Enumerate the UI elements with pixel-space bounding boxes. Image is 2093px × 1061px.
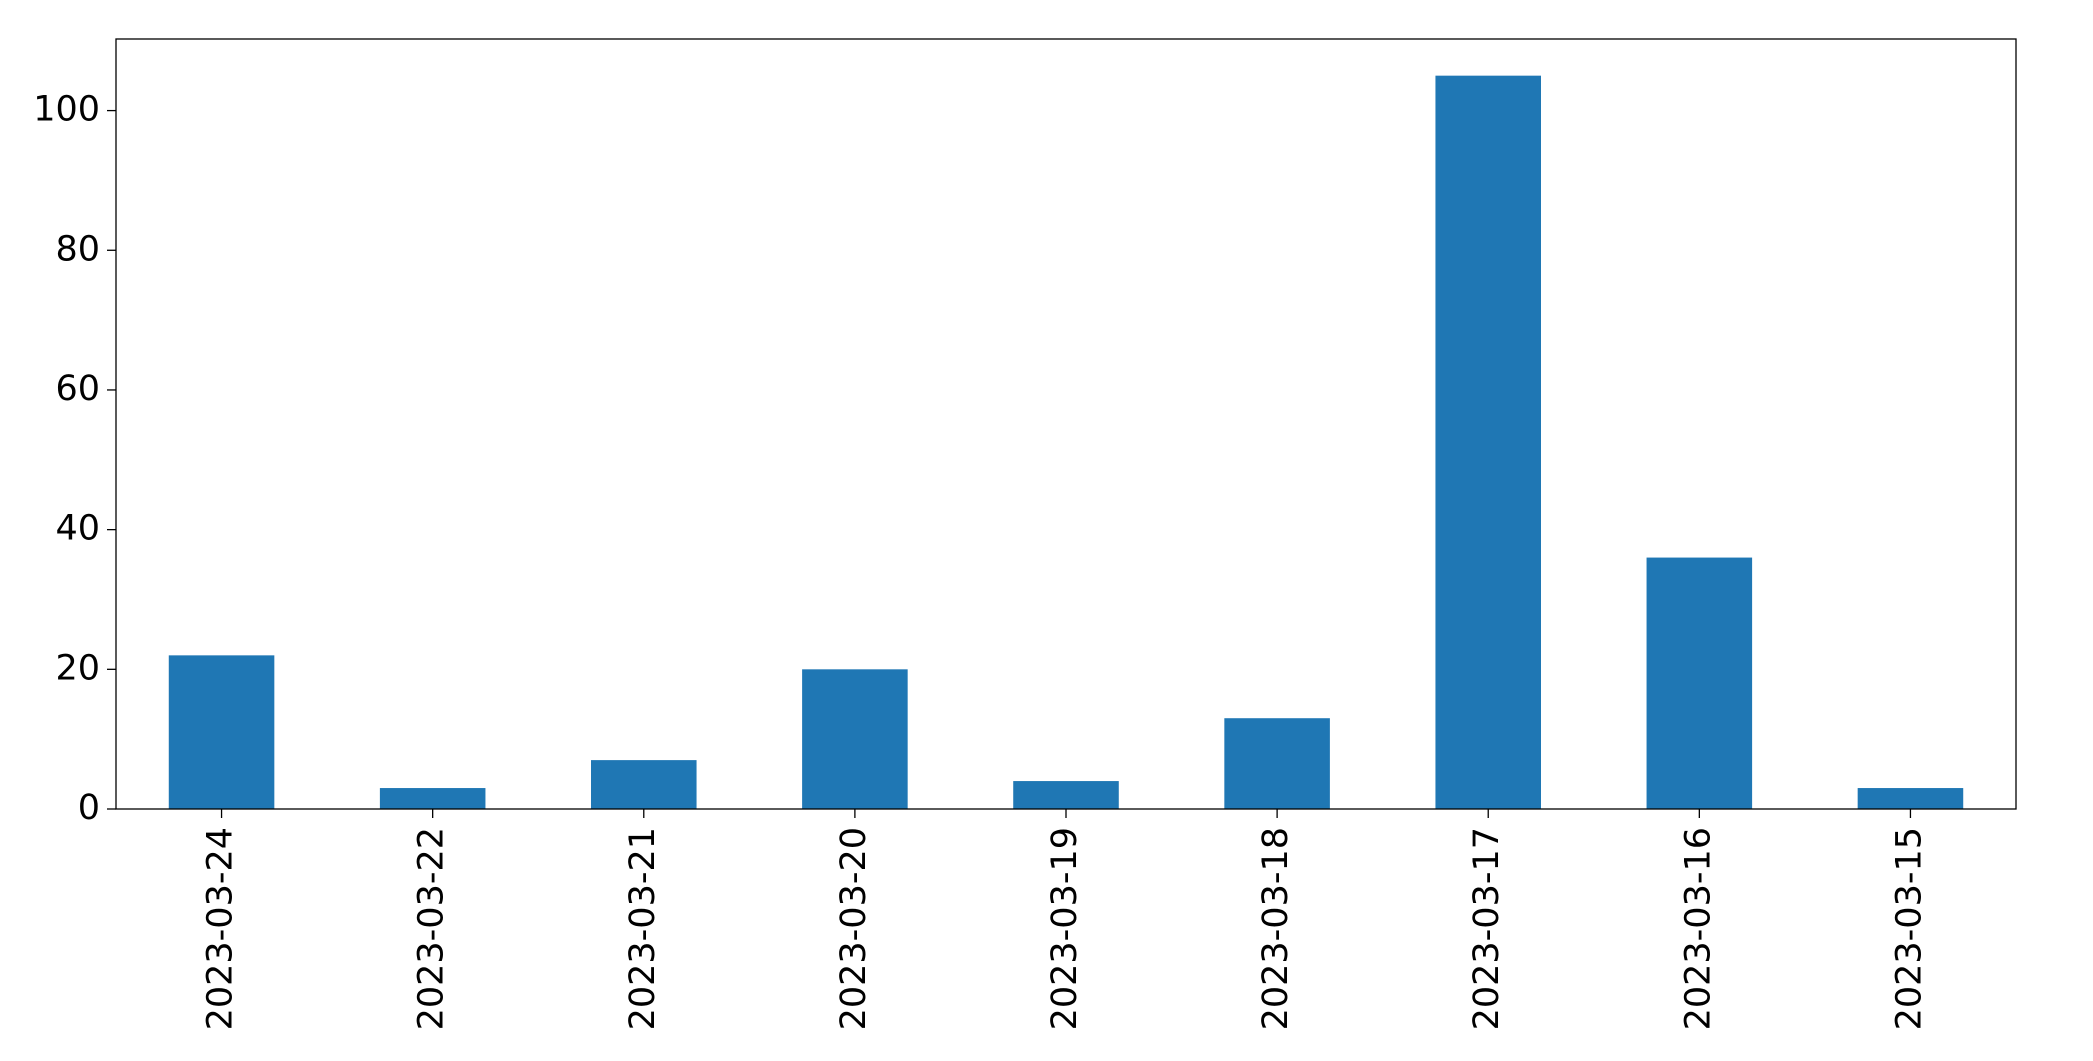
x-tick-label: 2023-03-17 [1467,827,1507,1030]
x-tick-label: 2023-03-20 [834,827,874,1030]
bar [1435,75,1541,809]
x-tick-label: 2023-03-24 [201,827,241,1030]
bar [1646,557,1753,809]
y-tick-label: 40 [55,509,100,549]
bar [591,760,697,809]
bar [168,655,275,809]
bar [802,669,908,809]
y-tick-label: 100 [33,90,100,130]
x-tick-label: 2023-03-22 [412,827,452,1030]
x-tick-label: 2023-03-16 [1678,827,1718,1030]
y-tick-label: 0 [78,788,100,828]
y-tick-label: 20 [55,648,100,688]
y-tick-label: 60 [55,369,100,409]
y-tick-label: 80 [55,229,100,269]
bar [1224,718,1330,809]
x-tick-label: 2023-03-21 [623,827,663,1030]
bar [1013,781,1119,809]
plot-frame [115,38,2017,810]
bar [379,788,486,809]
x-tick-label: 2023-03-15 [1889,827,1929,1030]
x-tick-label: 2023-03-19 [1045,827,1085,1030]
x-tick-label: 2023-03-18 [1256,827,1296,1030]
bar [1857,788,1964,809]
